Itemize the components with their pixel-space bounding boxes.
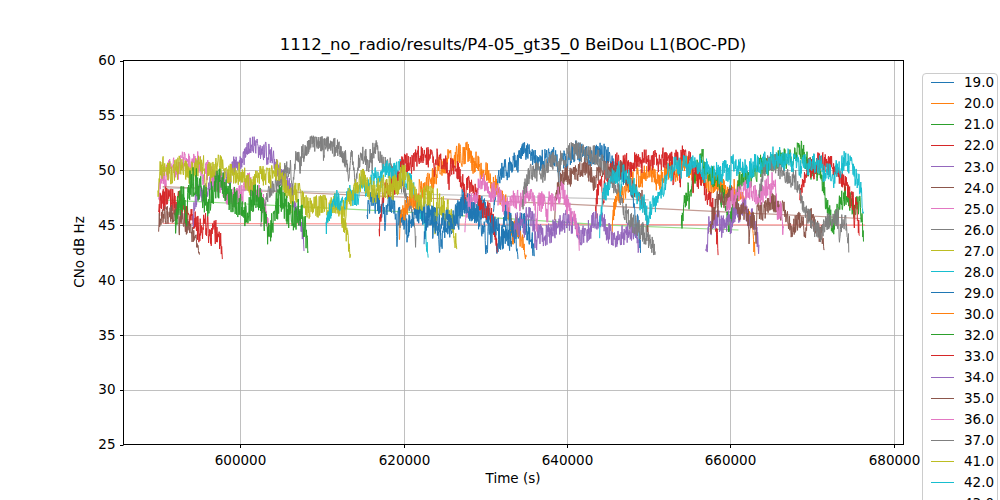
legend-label: 36.0: [964, 411, 994, 427]
y-tick-label: 35: [98, 327, 115, 343]
gridlines: [124, 61, 904, 445]
legend-line-sample: [931, 377, 954, 378]
legend-line-sample: [931, 124, 954, 125]
legend-label: 22.0: [964, 137, 994, 153]
y-tick-label: 30: [98, 381, 115, 397]
legend-line-sample: [931, 419, 954, 420]
legend-item-23.0: 23.0: [931, 156, 994, 177]
legend-item-34.0: 34.0: [931, 367, 994, 388]
legend-label: 42.0: [964, 474, 994, 490]
legend-line-sample: [931, 271, 954, 272]
legend-item-30.0: 30.0: [931, 303, 994, 324]
series-lines: [158, 136, 864, 259]
y-tick-label: 60: [98, 52, 115, 68]
legend-label: 33.0: [964, 348, 994, 364]
x-tick-label: 640000: [542, 452, 594, 468]
legend-label: 30.0: [964, 306, 994, 322]
legend-item-36.0: 36.0: [931, 409, 994, 430]
legend-label: 43.0: [964, 495, 994, 500]
chart: 600000 620000 640000 660000 680000 25 30 35 40 4…: [0, 0, 1000, 500]
legend-label: 27.0: [964, 243, 994, 259]
legend-item-21.0: 21.0: [931, 114, 994, 135]
axis-ticks: [120, 62, 895, 449]
legend-label: 41.0: [964, 453, 994, 469]
x-tick-labels: 600000 620000 640000 660000 680000: [215, 452, 921, 468]
y-tick-label: 25: [98, 436, 115, 452]
legend-line-sample: [931, 208, 954, 209]
legend-label: 35.0: [964, 390, 994, 406]
legend-line-sample: [931, 250, 954, 251]
legend-label: 20.0: [964, 95, 994, 111]
legend-line-sample: [931, 482, 954, 483]
y-tick-labels: 25 30 35 40 45 50 55 60: [98, 52, 115, 452]
legend-line-sample: [931, 292, 954, 293]
legend-line-sample: [931, 461, 954, 462]
legend-item-41.0: 41.0: [931, 451, 994, 472]
legend-line-sample: [931, 103, 954, 104]
legend-item-27.0: 27.0: [931, 240, 994, 261]
legend-item-42.0: 42.0: [931, 472, 994, 493]
legend-line-sample: [931, 166, 954, 167]
y-axis-label: CNo dB Hz: [71, 216, 87, 287]
legend-item-22.0: 22.0: [931, 135, 994, 156]
y-tick-label: 40: [98, 272, 115, 288]
legend-label: 29.0: [964, 285, 994, 301]
legend-label: 37.0: [964, 432, 994, 448]
legend-label: 34.0: [964, 369, 994, 385]
x-tick-label: 600000: [215, 452, 267, 468]
legend-label: 28.0: [964, 264, 994, 280]
legend-label: 19.0: [964, 74, 994, 90]
x-tick-label: 660000: [705, 452, 757, 468]
legend-item-43.0: 43.0: [931, 493, 994, 500]
x-tick-label: 680000: [869, 452, 921, 468]
legend-label: 23.0: [964, 159, 994, 175]
legend-label: 21.0: [964, 116, 994, 132]
legend-item-33.0: 33.0: [931, 345, 994, 366]
x-tick-label: 620000: [379, 452, 431, 468]
legend-line-sample: [931, 355, 954, 356]
legend-label: 24.0: [964, 180, 994, 196]
legend-line-sample: [931, 187, 954, 188]
x-axis-label: Time (s): [485, 470, 541, 486]
legend-item-19.0: 19.0: [931, 72, 994, 93]
legend: 19.0 20.0 21.0 22.0 23.0 24.0 25.0 26.0 27.0 28.0…: [922, 73, 998, 500]
legend-line-sample: [931, 82, 954, 83]
legend-line-sample: [931, 229, 954, 230]
legend-label: 32.0: [964, 327, 994, 343]
legend-item-25.0: 25.0: [931, 198, 994, 219]
legend-label: 26.0: [964, 222, 994, 238]
y-tick-label: 50: [98, 162, 115, 178]
legend-item-35.0: 35.0: [931, 388, 994, 409]
legend-line-sample: [931, 334, 954, 335]
legend-item-26.0: 26.0: [931, 219, 994, 240]
chart-title: 1112_no_radio/results/P4-05_gt35_0 BeiDo…: [280, 35, 746, 55]
legend-item-28.0: 28.0: [931, 261, 994, 282]
legend-line-sample: [931, 440, 954, 441]
legend-line-sample: [931, 313, 954, 314]
legend-label: 25.0: [964, 201, 994, 217]
legend-item-24.0: 24.0: [931, 177, 994, 198]
legend-line-sample: [931, 145, 954, 146]
legend-item-29.0: 29.0: [931, 282, 994, 303]
legend-line-sample: [931, 398, 954, 399]
y-tick-label: 45: [98, 217, 115, 233]
legend-item-37.0: 37.0: [931, 430, 994, 451]
y-tick-label: 55: [98, 107, 115, 123]
legend-item-20.0: 20.0: [931, 93, 994, 114]
figure: 600000 620000 640000 660000 680000 25 30 35 40 4…: [0, 0, 1000, 500]
legend-item-32.0: 32.0: [931, 324, 994, 345]
